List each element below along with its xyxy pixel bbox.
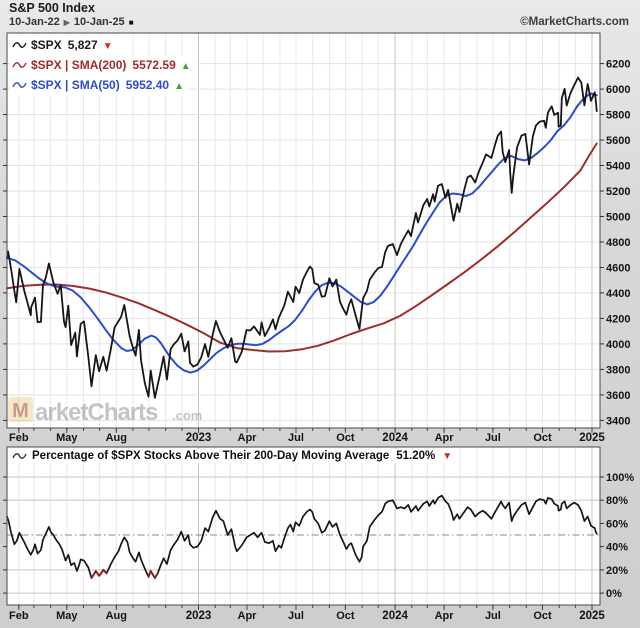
- breadth-indicator-label[interactable]: Percentage of $SPX Stocks Above Their 20…: [10, 449, 458, 463]
- svg-text:4800: 4800: [606, 237, 630, 249]
- svg-text:2024: 2024: [382, 610, 408, 622]
- price-x-axis-labels: Feb May Aug 2023 Apr Jul Oct 2024 Apr Jul Oct 2025: [9, 428, 605, 444]
- svg-text:Feb: Feb: [9, 432, 29, 444]
- breadth-plot-area[interactable]: 100% 80% 60% 40% 20% 0% Feb May Aug 2023 Apr Jul Oct…: [3, 446, 634, 622]
- svg-text:0%: 0%: [606, 588, 622, 600]
- svg-text:4400: 4400: [606, 288, 630, 300]
- range-end-date: 10-Jan-25: [73, 16, 125, 28]
- svg-text:2023: 2023: [186, 610, 212, 622]
- range-arrow-icon: ▶: [63, 17, 70, 27]
- svg-text:.com: .com: [172, 408, 202, 423]
- range-end-marker-icon: ■: [128, 17, 134, 27]
- copyright-label: ©MarketCharts.com: [520, 16, 629, 28]
- legend-row-1[interactable]: $SPX | SMA(200) 5572.59 ▲: [10, 56, 196, 76]
- svg-text:May: May: [56, 432, 78, 444]
- breadth-value: 51.20%: [396, 450, 436, 462]
- svg-text:Jul: Jul: [485, 610, 501, 622]
- price-y-axis-labels: 6200 6000 5800 5600 5400 5200 5000 4800 4600 4400…: [3, 59, 630, 427]
- page-title: S&P 500 Index: [9, 1, 95, 15]
- svg-text:2023: 2023: [186, 432, 212, 444]
- line-series-icon: [12, 453, 27, 459]
- svg-text:May: May: [56, 610, 78, 622]
- direction-up-icon: ▲: [174, 81, 185, 92]
- legend-series-label: $SPX | SMA(50): [31, 78, 120, 92]
- svg-text:6200: 6200: [606, 59, 630, 71]
- legend-row-2[interactable]: $SPX | SMA(50) 5952.40 ▲: [10, 76, 190, 96]
- svg-text:2024: 2024: [382, 432, 408, 444]
- svg-text:5200: 5200: [606, 186, 630, 198]
- svg-text:Apr: Apr: [238, 610, 258, 622]
- svg-text:20%: 20%: [606, 565, 628, 577]
- sma-200-line: [6, 142, 598, 353]
- svg-text:5400: 5400: [606, 161, 630, 173]
- svg-text:3800: 3800: [606, 364, 630, 376]
- svg-text:Oct: Oct: [533, 610, 552, 622]
- svg-text:Jul: Jul: [288, 610, 304, 622]
- date-range-selector[interactable]: 10-Jan-22 ▶ 10-Jan-25 ■: [9, 16, 134, 28]
- svg-text:Oct: Oct: [533, 432, 552, 444]
- direction-down-icon: ▼: [442, 450, 453, 462]
- line-series-icon: [12, 42, 27, 48]
- svg-text:2025: 2025: [579, 610, 605, 622]
- svg-text:5800: 5800: [606, 110, 630, 122]
- svg-text:Apr: Apr: [238, 432, 258, 444]
- svg-text:Aug: Aug: [106, 432, 127, 444]
- main-chart-legend: $SPX 5,827 ▼ $SPX | SMA(200) 5572.59 ▲ $SPX | …: [10, 36, 196, 96]
- svg-text:80%: 80%: [606, 495, 628, 507]
- svg-text:40%: 40%: [606, 542, 628, 554]
- svg-text:Feb: Feb: [9, 610, 29, 622]
- spx-price-line: [6, 76, 598, 399]
- line-series-icon: [12, 82, 27, 88]
- svg-text:60%: 60%: [606, 518, 628, 530]
- legend-series-label: $SPX | SMA(200): [31, 58, 127, 72]
- direction-down-icon: ▼: [102, 41, 113, 52]
- svg-text:5000: 5000: [606, 212, 630, 224]
- svg-text:4600: 4600: [606, 263, 630, 275]
- svg-text:100%: 100%: [606, 472, 634, 484]
- breadth-x-axis-labels: Feb May Aug 2023 Apr Jul Oct 2024 Apr Jul Oct 2025: [9, 605, 605, 622]
- breadth-y-axis-labels: 100% 80% 60% 40% 20% 0%: [3, 472, 634, 600]
- legend-series-value: 5572.59: [132, 58, 176, 72]
- svg-text:Apr: Apr: [435, 432, 455, 444]
- pct-above-200dma-line: [6, 494, 598, 579]
- legend-row-0[interactable]: $SPX 5,827 ▼: [10, 36, 118, 56]
- svg-text:3600: 3600: [606, 390, 630, 402]
- legend-series-label: $SPX: [31, 38, 62, 52]
- svg-text:Jul: Jul: [485, 432, 501, 444]
- line-series-icon: [12, 62, 27, 68]
- sma-50-line: [6, 92, 598, 374]
- oversold-red-segments: [90, 568, 159, 579]
- breadth-title: Percentage of $SPX Stocks Above Their 20…: [32, 450, 390, 462]
- svg-text:6000: 6000: [606, 84, 630, 96]
- svg-text:Oct: Oct: [336, 610, 355, 622]
- legend-series-value: 5952.40: [125, 78, 170, 92]
- direction-up-icon: ▲: [180, 61, 191, 72]
- svg-text:2025: 2025: [579, 432, 605, 444]
- svg-text:arketCharts: arketCharts: [35, 399, 158, 426]
- svg-text:4200: 4200: [606, 313, 630, 325]
- svg-text:4000: 4000: [606, 339, 630, 351]
- range-start-date: 10-Jan-22: [9, 16, 60, 28]
- legend-series-value: 5,827: [67, 38, 98, 52]
- svg-text:M: M: [12, 400, 29, 422]
- svg-text:Jul: Jul: [288, 432, 304, 444]
- svg-text:Apr: Apr: [435, 610, 455, 622]
- svg-text:Aug: Aug: [106, 610, 127, 622]
- svg-text:Oct: Oct: [336, 432, 355, 444]
- svg-text:3400: 3400: [606, 415, 630, 427]
- svg-text:5600: 5600: [606, 135, 630, 147]
